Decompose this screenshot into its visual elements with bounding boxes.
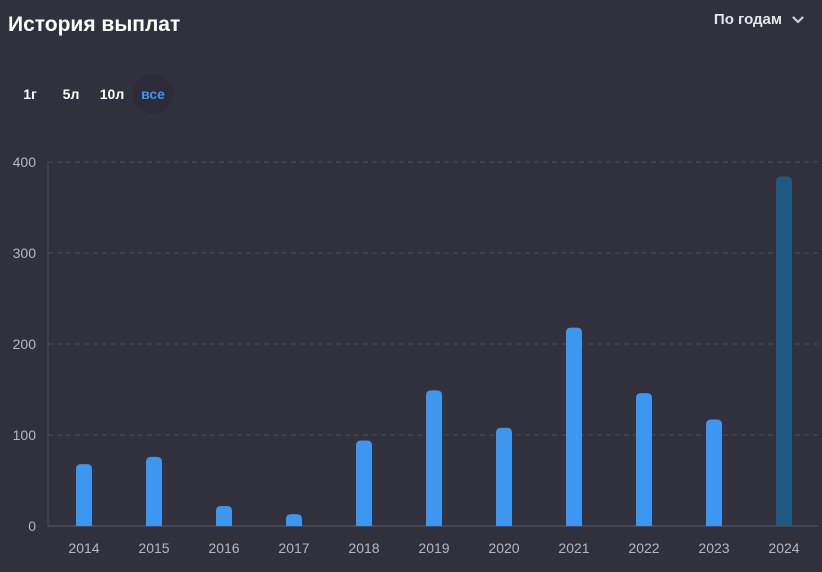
bar-2018[interactable] <box>356 440 372 526</box>
widget-title: История выплат <box>8 13 181 36</box>
period-select-value: По годам <box>713 11 782 28</box>
y-tick-label: 200 <box>13 336 37 352</box>
x-tick-label: 2024 <box>768 540 799 556</box>
x-tick-label: 2023 <box>698 540 729 556</box>
range-tab-5y[interactable]: 5л <box>62 86 80 102</box>
range-tab-10y[interactable]: 10л <box>99 86 125 102</box>
x-tick-label: 2020 <box>488 540 519 556</box>
y-tick-label: 300 <box>13 245 37 261</box>
x-tick-label: 2019 <box>418 540 449 556</box>
y-tick-label: 100 <box>13 427 37 443</box>
y-tick-label: 400 <box>13 154 37 170</box>
bar-2022[interactable] <box>636 393 652 526</box>
range-tabs: 1г 5л 10л все <box>10 74 174 114</box>
x-tick-label: 2014 <box>68 540 99 556</box>
chevron-down-icon <box>792 15 804 24</box>
range-tab-all[interactable]: все <box>133 74 173 114</box>
bar-2024[interactable] <box>776 176 792 526</box>
bar-2017[interactable] <box>286 514 302 526</box>
range-tab-1y[interactable]: 1г <box>23 86 37 102</box>
x-tick-label: 2018 <box>348 540 379 556</box>
y-tick-label: 0 <box>28 518 36 534</box>
bar-2021[interactable] <box>566 327 582 526</box>
bar-2016[interactable] <box>216 505 232 526</box>
x-tick-label: 2022 <box>628 540 659 556</box>
period-select[interactable]: По годам <box>714 11 804 28</box>
x-tick-label: 2016 <box>208 540 239 556</box>
x-tick-label: 2017 <box>278 540 309 556</box>
bar-2020[interactable] <box>496 427 512 526</box>
x-tick-label: 2015 <box>138 540 169 556</box>
x-tick-label: 2021 <box>558 540 589 556</box>
bar-2014[interactable] <box>76 464 92 526</box>
bar-2015[interactable] <box>146 456 162 526</box>
bar-2019[interactable] <box>426 390 442 526</box>
bar-2023[interactable] <box>706 419 722 526</box>
